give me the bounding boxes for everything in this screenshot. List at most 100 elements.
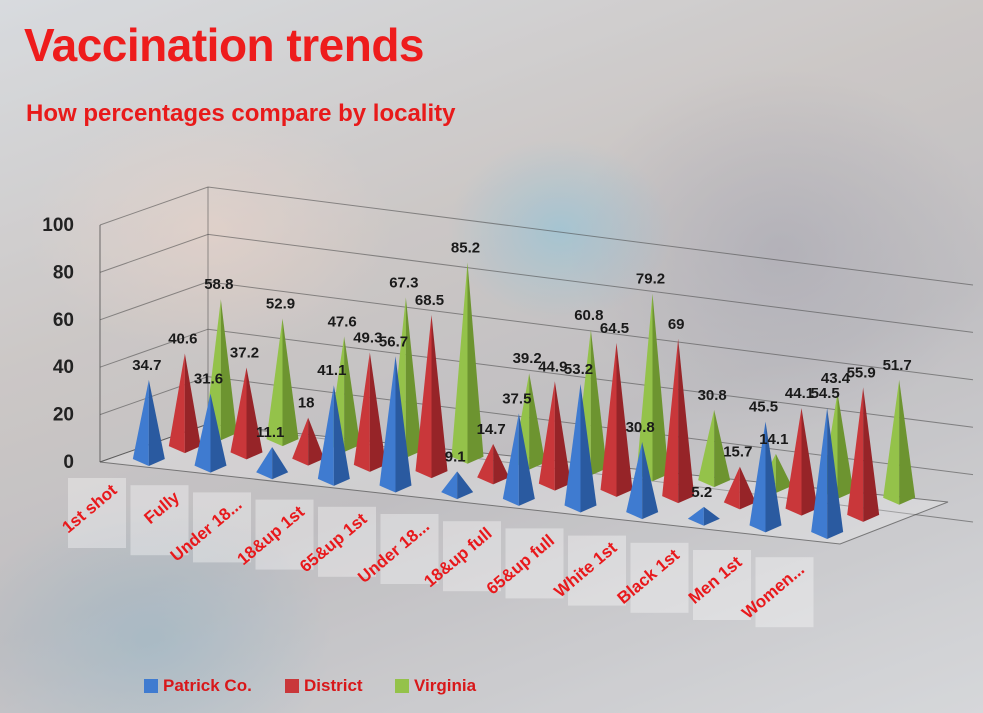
data-label: 68.5 xyxy=(415,292,444,309)
pyramid-patrick-co--7 xyxy=(564,384,597,513)
data-label: 60.8 xyxy=(574,307,603,324)
pyramid-face-right xyxy=(344,336,361,452)
pyramid-virginia-4 xyxy=(451,262,484,464)
pyramid-face-left xyxy=(847,387,864,522)
legend-label-patrick: Patrick Co. xyxy=(163,676,252,695)
legend: Patrick Co. District Virginia xyxy=(0,674,983,698)
data-label: 43.4 xyxy=(821,370,851,387)
pyramid-face-left xyxy=(723,466,740,510)
pyramid-district-3 xyxy=(353,352,386,472)
pyramid-face-left xyxy=(441,471,458,500)
category-tile xyxy=(443,521,501,592)
data-label: 64.5 xyxy=(600,320,629,337)
data-label: 9.1 xyxy=(445,448,466,465)
pyramid-face-right xyxy=(580,384,597,513)
data-label: 52.9 xyxy=(266,296,295,313)
y-tick-label: 20 xyxy=(53,405,74,426)
legend-item-virginia: Virginia xyxy=(395,674,476,698)
data-label: 18 xyxy=(298,395,315,412)
data-label: 47.6 xyxy=(328,313,357,330)
pyramid-face-left xyxy=(662,338,679,504)
pyramid-patrick-co--2 xyxy=(256,446,289,480)
pyramid-face-right xyxy=(642,441,659,520)
data-label: 40.6 xyxy=(168,331,197,348)
pyramid-face-right xyxy=(246,367,263,460)
data-label: 79.2 xyxy=(636,271,665,288)
pyramid-face-left xyxy=(600,342,617,497)
data-label: 15.7 xyxy=(723,444,752,461)
pyramid-face-right xyxy=(220,299,237,441)
pyramid-patrick-co--9 xyxy=(687,506,720,526)
pyramid-virginia-1 xyxy=(266,318,299,447)
pyramid-face-right xyxy=(308,417,325,466)
pyramid-face-left xyxy=(883,379,900,505)
pyramid-patrick-co--4 xyxy=(379,356,412,493)
data-label: 55.9 xyxy=(847,364,876,381)
pyramid-face-right xyxy=(210,393,227,473)
legend-swatch-district xyxy=(285,679,299,693)
pyramid-district-10 xyxy=(785,408,818,516)
pyramid-patrick-co--0 xyxy=(132,379,165,466)
pyramid-face-left xyxy=(451,262,468,464)
pyramid-face-right xyxy=(765,421,782,533)
pyramid-face-left xyxy=(194,393,211,473)
pyramid-face-left xyxy=(353,352,370,472)
legend-label-district: District xyxy=(304,676,363,695)
pyramid-face-right xyxy=(775,453,792,494)
category-tile xyxy=(130,485,189,556)
pyramid-face-left xyxy=(785,408,802,516)
pyramid-face-right xyxy=(590,329,607,476)
pyramid-face-left xyxy=(230,367,247,460)
category-tile xyxy=(68,478,126,548)
data-label: 14.7 xyxy=(477,421,506,438)
data-label: 53.2 xyxy=(564,361,593,378)
data-label: 58.8 xyxy=(204,276,233,293)
chart-title: Vaccination trends xyxy=(24,19,425,71)
data-label: 11.1 xyxy=(256,424,284,441)
pyramid-face-left xyxy=(415,314,432,479)
pyramid-virginia-8 xyxy=(698,409,731,488)
category-tile xyxy=(505,528,564,599)
pyramid-virginia-7 xyxy=(636,293,669,482)
pyramid-face-left xyxy=(266,318,283,447)
pyramid-face-right xyxy=(333,385,350,486)
data-label: 30.8 xyxy=(698,387,727,404)
legend-swatch-virginia xyxy=(395,679,409,693)
pyramid-face-left xyxy=(538,381,555,491)
y-tick-label: 0 xyxy=(63,452,74,473)
pyramid-face-right xyxy=(431,314,448,479)
pyramid-patrick-co--11 xyxy=(811,407,844,540)
pyramid-face-right xyxy=(272,446,289,480)
data-label: 41.1 xyxy=(317,362,346,379)
pyramid-district-9 xyxy=(723,466,756,510)
category-tile xyxy=(193,492,251,563)
data-label: 85.2 xyxy=(451,239,480,256)
pyramid-face-left xyxy=(749,421,766,533)
pyramid-district-0 xyxy=(168,353,201,454)
data-label: 39.2 xyxy=(513,350,542,367)
category-tile xyxy=(380,514,439,584)
category-tile xyxy=(630,542,689,613)
data-label: 30.8 xyxy=(626,419,655,436)
category-tile xyxy=(255,499,314,570)
pyramid-face-left xyxy=(477,443,494,485)
y-tick-label: 40 xyxy=(53,357,74,378)
pyramid-patrick-co--3 xyxy=(317,385,350,486)
pyramid-district-5 xyxy=(477,443,510,485)
data-label: 37.2 xyxy=(230,345,259,362)
chart-subtitle: How percentages compare by locality xyxy=(26,100,456,127)
data-label: 44.9 xyxy=(538,358,567,375)
pyramid-face-right xyxy=(518,413,535,506)
data-label: 69 xyxy=(668,316,685,333)
data-label: 49.3 xyxy=(353,329,382,346)
legend-item-patrick: Patrick Co. xyxy=(144,674,252,698)
pyramid-face-right xyxy=(148,379,165,466)
pyramid-patrick-co--8 xyxy=(626,441,659,520)
pyramid-face-right xyxy=(529,373,546,470)
category-tile xyxy=(755,557,814,628)
data-label: 54.5 xyxy=(811,385,840,402)
pyramid-face-right xyxy=(467,262,484,464)
